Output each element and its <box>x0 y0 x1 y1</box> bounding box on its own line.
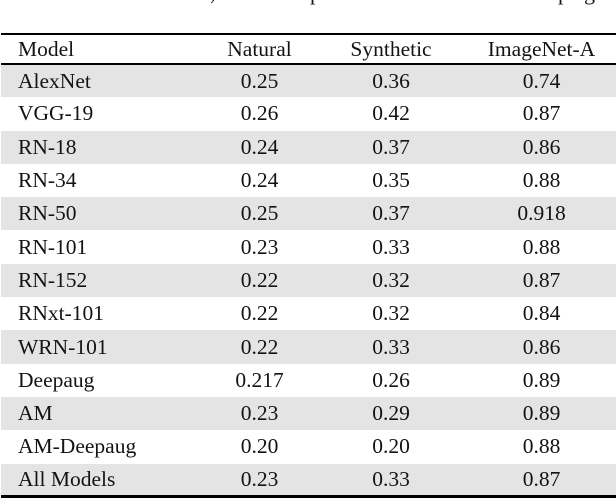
cell-synthetic: 0.33 <box>372 334 410 359</box>
cell-natural: 0.23 <box>240 401 279 426</box>
cell-synthetic: 0.36 <box>372 68 410 93</box>
caption-fragment: g <box>584 0 595 6</box>
cell-imagenet-a: 0.88 <box>522 234 561 259</box>
cell-synthetic: 0.37 <box>372 134 410 159</box>
cell-natural: 0.217 <box>235 367 284 392</box>
cell-synthetic: 0.32 <box>372 267 410 292</box>
table-row: AlexNet 0.25 0.36 0.74 <box>1 64 616 98</box>
table-row: Deepaug 0.217 0.26 0.89 <box>1 364 616 397</box>
cell-natural: 0.20 <box>240 434 279 459</box>
cell-synthetic: 0.20 <box>372 434 410 459</box>
cell-model: AM-Deepaug <box>18 434 137 459</box>
cell-synthetic: 0.33 <box>372 234 410 259</box>
cell-model: AM <box>18 401 53 426</box>
column-header-imagenet-a: ImageNet-A <box>487 36 596 61</box>
table-row: RNxt-101 0.22 0.32 0.84 <box>1 297 616 330</box>
cell-imagenet-a: 0.89 <box>522 401 561 426</box>
table-row: RN-152 0.22 0.32 0.87 <box>1 263 616 298</box>
caption-fragment: , <box>210 0 216 6</box>
column-header-model: Model <box>18 36 75 61</box>
cell-imagenet-a: 0.88 <box>522 168 561 193</box>
cell-natural: 0.26 <box>240 101 279 126</box>
cell-synthetic: 0.37 <box>372 201 410 226</box>
cell-imagenet-a: 0.86 <box>522 334 561 359</box>
cell-natural: 0.22 <box>240 301 279 326</box>
cell-model: RN-34 <box>18 168 77 193</box>
cell-natural: 0.25 <box>240 201 279 226</box>
caption-fragment: p <box>558 0 569 6</box>
cell-natural: 0.23 <box>240 234 279 259</box>
cell-imagenet-a: 0.87 <box>522 267 561 292</box>
cell-model: WRN-101 <box>18 334 108 359</box>
column-header-synthetic: Synthetic <box>350 36 432 61</box>
cell-model: All Models <box>18 466 116 491</box>
cell-model: VGG-19 <box>18 101 94 126</box>
cell-model: RN-152 <box>18 267 88 292</box>
cell-natural: 0.22 <box>240 334 279 359</box>
cell-imagenet-a: 0.88 <box>522 434 561 459</box>
header-row: Model Natural Synthetic ImageNet-A <box>1 34 616 64</box>
cell-model: RN-101 <box>18 234 88 259</box>
cell-imagenet-a: 0.84 <box>522 301 561 326</box>
cell-model: RN-50 <box>18 201 77 226</box>
cell-synthetic: 0.35 <box>372 168 410 193</box>
column-header-natural: Natural <box>227 36 292 61</box>
cell-imagenet-a: 0.89 <box>522 367 561 392</box>
cell-model: RNxt-101 <box>18 301 104 326</box>
cell-imagenet-a: 0.74 <box>522 68 561 93</box>
cell-imagenet-a: 0.87 <box>522 466 561 491</box>
table-row: RN-34 0.24 0.35 0.88 <box>1 164 616 197</box>
cell-synthetic: 0.33 <box>372 466 410 491</box>
cell-imagenet-a: 0.87 <box>522 101 561 126</box>
cell-synthetic: 0.42 <box>372 101 410 126</box>
cell-model: AlexNet <box>18 68 91 93</box>
table-row: AM 0.23 0.29 0.89 <box>1 396 616 431</box>
cell-natural: 0.24 <box>240 134 279 159</box>
table-body: AlexNet 0.25 0.36 0.74 VGG-19 0.26 0.42 … <box>1 64 616 497</box>
cell-synthetic: 0.26 <box>372 367 410 392</box>
cell-natural: 0.23 <box>240 466 279 491</box>
results-table: Model Natural Synthetic ImageNet-A AlexN… <box>1 33 616 499</box>
cell-model: RN-18 <box>18 134 77 159</box>
table-row: RN-18 0.24 0.37 0.86 <box>1 130 616 164</box>
table-row: VGG-19 0.26 0.42 0.87 <box>1 97 616 130</box>
cell-imagenet-a: 0.918 <box>517 201 566 226</box>
cell-imagenet-a: 0.86 <box>522 134 561 159</box>
table-row: All Models 0.23 0.33 0.87 <box>1 463 616 497</box>
table-row: AM-Deepaug 0.20 0.20 0.88 <box>1 430 616 463</box>
cell-natural: 0.24 <box>240 168 279 193</box>
cell-model: Deepaug <box>18 367 95 392</box>
cropped-caption-fragments: , p p g <box>0 0 616 7</box>
cell-synthetic: 0.32 <box>372 301 410 326</box>
table-header: Model Natural Synthetic ImageNet-A <box>1 34 616 64</box>
caption-fragment: p <box>310 0 321 6</box>
table-row: RN-101 0.23 0.33 0.88 <box>1 230 616 263</box>
cell-natural: 0.22 <box>240 267 279 292</box>
cell-natural: 0.25 <box>240 68 279 93</box>
cell-synthetic: 0.29 <box>372 401 410 426</box>
table-row: RN-50 0.25 0.37 0.918 <box>1 197 616 231</box>
table-row: WRN-101 0.22 0.33 0.86 <box>1 330 616 364</box>
